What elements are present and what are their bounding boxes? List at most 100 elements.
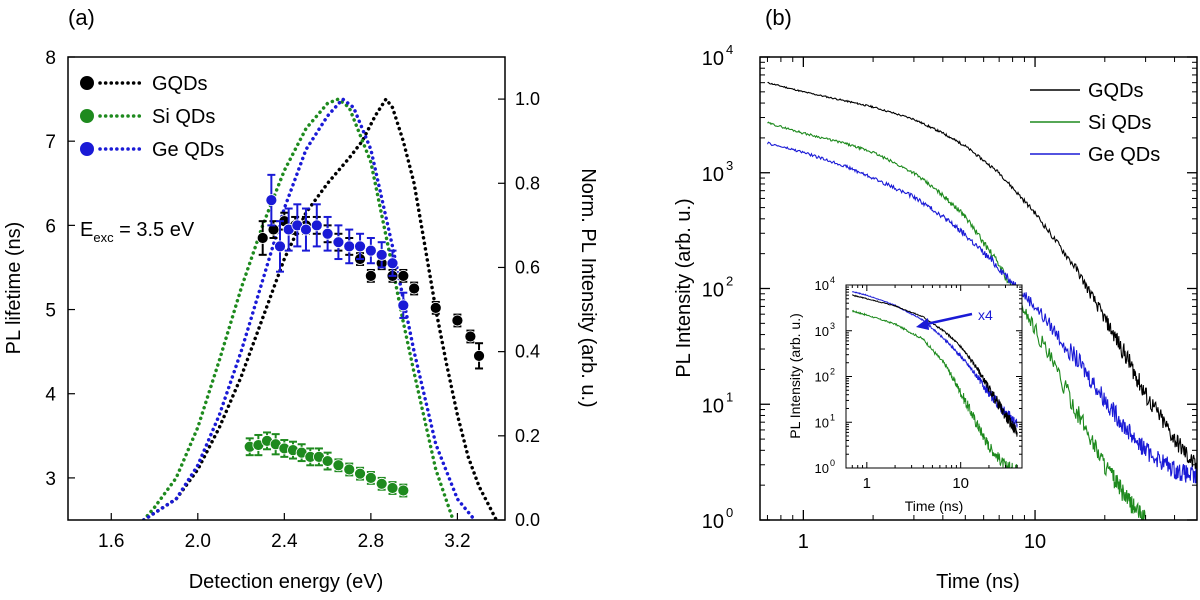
lifetime-point-ge-qds bbox=[343, 240, 356, 253]
panel-b-y-tick-exponent: 1 bbox=[726, 389, 733, 404]
norm-pl-curve-gqds bbox=[141, 96, 499, 520]
lifetime-point-si-qds bbox=[332, 459, 345, 472]
panel-a-y-axis-label: PL lifetime (ns) bbox=[3, 222, 25, 355]
lifetime-point-gqds bbox=[473, 349, 485, 362]
panel-b-y-tick-exponent: 2 bbox=[726, 274, 733, 289]
lifetime-point-ge-qds bbox=[386, 257, 399, 270]
lifetime-point-si-qds bbox=[364, 472, 377, 484]
panel-b-x-axis-label: Time (ns) bbox=[936, 571, 1020, 593]
panel-a-legend: GQDs Si QDs Ge QDs bbox=[80, 73, 224, 161]
inset-y-axis-label: PL Intensity (arb. u.) bbox=[787, 313, 803, 439]
lifetime-point-ge-qds bbox=[321, 227, 334, 240]
lifetime-point-gqds bbox=[408, 282, 421, 295]
inset-y-tick-label: 10 bbox=[815, 415, 829, 430]
panel-a-y2-axis-label: Norm. PL Intensity (arb. u.) bbox=[577, 168, 599, 407]
panel-a-y-tick-label: 5 bbox=[45, 301, 56, 322]
lifetime-point-si-qds bbox=[321, 455, 334, 467]
panel-b-label: (b) bbox=[765, 5, 792, 30]
panel-a-y2-tick-label: 0.6 bbox=[515, 257, 540, 277]
lifetime-point-gqds bbox=[397, 269, 410, 282]
lifetime-point-ge-qds bbox=[354, 240, 366, 253]
inset-x-tick-label: 1 bbox=[863, 475, 871, 492]
lifetime-point-gqds bbox=[451, 314, 464, 327]
panel-a-excitation-annotation: Eexc = 3.5 eV bbox=[80, 219, 195, 245]
excitation-prefix: E bbox=[80, 219, 93, 241]
lifetime-point-ge-qds bbox=[310, 219, 323, 232]
panel-b-y-tick-label: 10 bbox=[702, 164, 724, 186]
norm-pl-curve-ge-qds bbox=[141, 96, 477, 520]
panel-b-y-tick-exponent: 3 bbox=[726, 158, 733, 173]
decay-curve-gqds bbox=[767, 81, 1197, 472]
decay-curve-si-qds bbox=[767, 121, 1147, 520]
panel-b-y-tick-label: 10 bbox=[702, 280, 724, 302]
inset-x-axis-label: Time (ns) bbox=[905, 498, 964, 514]
panel-a-label: (a) bbox=[68, 5, 95, 30]
lifetime-point-ge-qds bbox=[375, 248, 388, 261]
panel-a-y-tick-label: 4 bbox=[45, 385, 56, 406]
panel-a-frame bbox=[67, 56, 506, 521]
excitation-subscript: exc bbox=[93, 230, 114, 245]
lifetime-point-ge-qds bbox=[397, 299, 410, 312]
lifetime-point-gqds bbox=[256, 232, 269, 244]
legend-label-si-qds: Si QDs bbox=[1088, 112, 1151, 134]
lifetime-point-si-qds bbox=[386, 482, 399, 494]
legend-label-gqds: GQDs bbox=[152, 73, 208, 95]
panel-a-y-tick-label: 6 bbox=[45, 216, 56, 237]
decay-curve-ge-qds bbox=[766, 141, 1197, 484]
panel-a-x-tick-label: 2.0 bbox=[185, 531, 211, 552]
lifetime-point-gqds bbox=[364, 269, 377, 282]
inset-x4-arrow bbox=[921, 312, 973, 327]
inset-y-tick-label: 10 bbox=[815, 370, 829, 385]
norm-pl-curve-si-qds bbox=[141, 97, 455, 520]
panel-a-y-tick-label: 7 bbox=[45, 132, 56, 153]
panel-b-x-tick-label: 1 bbox=[798, 531, 809, 553]
lifetime-point-gqds bbox=[464, 330, 477, 343]
panel-a-y2-tick-label: 0.8 bbox=[515, 173, 540, 193]
inset-decay-curve-si-qds bbox=[852, 309, 1018, 468]
panel-b-x-tick-label: 10 bbox=[1024, 531, 1046, 553]
lifetime-point-ge-qds bbox=[332, 236, 345, 249]
panel-a-x-tick-label: 2.4 bbox=[271, 531, 298, 552]
inset-decay-curve-ge-qds bbox=[851, 291, 1018, 428]
panel-b-y-axis-label: PL Intensity (arb. u.) bbox=[673, 198, 695, 377]
inset-x4-arrowhead bbox=[916, 318, 929, 330]
panel-b-y-tick-exponent: 0 bbox=[726, 505, 733, 520]
panel-b-legend: GQDs Si QDs Ge QDs bbox=[1030, 80, 1160, 166]
inset-background bbox=[846, 285, 1022, 468]
inset-y-tick-label: 10 bbox=[815, 461, 829, 476]
inset-y-tick-exponent: 2 bbox=[830, 367, 835, 377]
inset-x-tick-label: 10 bbox=[952, 475, 969, 492]
legend-label-si-qds: Si QDs bbox=[152, 106, 215, 128]
legend-marker-gqds bbox=[80, 76, 94, 90]
inset-decay-curve-gqds bbox=[851, 294, 1018, 437]
panel-a-y-tick-label: 3 bbox=[45, 469, 56, 490]
panel-a-x-tick-label: 1.6 bbox=[98, 531, 124, 552]
legend-label-ge-qds: Ge QDs bbox=[1088, 144, 1160, 166]
lifetime-point-gqds bbox=[429, 301, 442, 314]
lifetime-point-ge-qds bbox=[364, 244, 377, 257]
panel-b-y-tick-exponent: 4 bbox=[726, 42, 733, 57]
panel-a: (a) 1.6 2.0 2.4 2.8 3.2 3 4 5 6 7 8 0.0 0.2 0.4 0.6 0.8… bbox=[3, 5, 599, 593]
legend-label-gqds: GQDs bbox=[1088, 80, 1144, 102]
lifetime-point-ge-qds bbox=[265, 194, 278, 207]
legend-marker-si-qds bbox=[80, 109, 94, 123]
lifetime-point-si-qds bbox=[397, 484, 410, 497]
panel-a-x-tick-label: 2.8 bbox=[358, 531, 384, 552]
panel-a-y-tick-label: 8 bbox=[45, 48, 56, 69]
lifetime-point-ge-qds bbox=[300, 223, 312, 236]
inset-y-tick-label: 10 bbox=[815, 324, 829, 339]
inset-y-tick-exponent: 1 bbox=[830, 412, 835, 422]
inset-y-tick-exponent: 3 bbox=[830, 321, 835, 331]
lifetime-point-ge-qds bbox=[274, 240, 286, 253]
panel-a-x-axis-label: Detection energy (eV) bbox=[189, 571, 384, 593]
panel-b-y-tick-label: 10 bbox=[702, 48, 724, 70]
inset-y-tick-exponent: 4 bbox=[830, 275, 835, 285]
excitation-value: = 3.5 eV bbox=[114, 219, 195, 241]
inset-x4-annotation: x4 bbox=[978, 307, 993, 323]
inset-y-tick-label: 10 bbox=[815, 278, 829, 293]
panel-a-y2-tick-label: 0.2 bbox=[515, 426, 540, 446]
panel-a-x-tick-label: 3.2 bbox=[444, 531, 470, 552]
